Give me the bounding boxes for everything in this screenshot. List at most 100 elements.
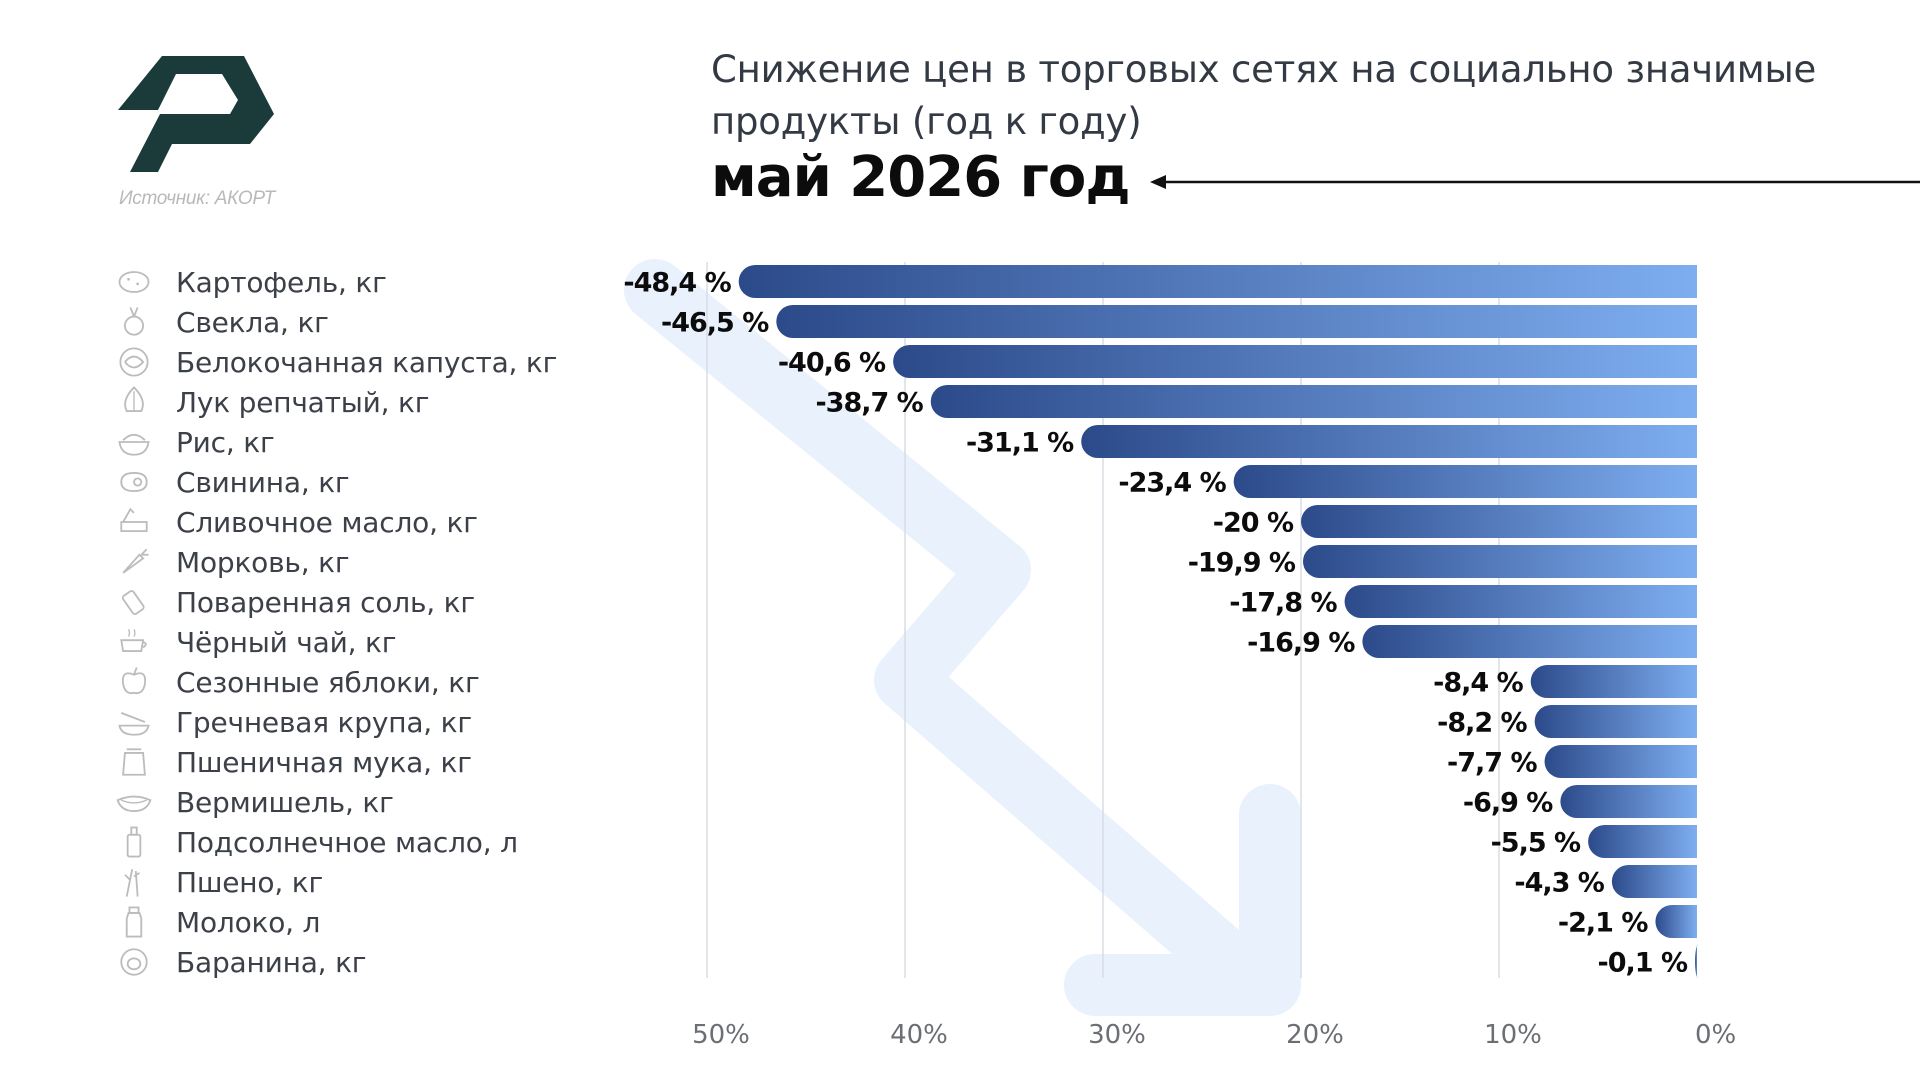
value-label: -16,9 % <box>1247 628 1355 659</box>
bar <box>1530 665 1697 698</box>
value-label: -8,2 % <box>1437 708 1527 739</box>
bar <box>1695 945 1699 978</box>
category-label: Пшено, кг <box>176 865 323 899</box>
x-tick-label: 20% <box>1286 1020 1344 1050</box>
value-label: -20 % <box>1213 508 1294 539</box>
value-label: -2,1 % <box>1558 908 1648 939</box>
value-label: -31,1 % <box>966 428 1074 459</box>
category-row: Молоко, л <box>112 902 320 942</box>
carrot-icon <box>112 542 156 582</box>
bar <box>1560 785 1697 818</box>
category-row: Подсолнечное масло, л <box>112 822 518 862</box>
category-label: Картофель, кг <box>176 265 387 299</box>
buckwheat-icon <box>112 702 156 742</box>
category-row: Гречневая крупа, кг <box>112 702 472 742</box>
category-row: Сезонные яблоки, кг <box>112 662 480 702</box>
category-row: Пшено, кг <box>112 862 323 902</box>
value-label: -7,7 % <box>1447 748 1537 779</box>
bar <box>1302 545 1697 578</box>
sheep-icon <box>112 942 156 982</box>
tea-cup-icon <box>112 622 156 662</box>
category-row: Морковь, кг <box>112 542 350 582</box>
apple-icon <box>112 662 156 702</box>
noodle-bowl-icon <box>112 782 156 822</box>
chart-title: Снижение цен в торговых сетях на социаль… <box>711 48 1817 143</box>
oil-bottle-icon <box>112 822 156 862</box>
category-row: Белокочанная капуста, кг <box>112 342 557 382</box>
bar <box>1081 425 1697 458</box>
category-row: Поваренная соль, кг <box>112 582 475 622</box>
pointer-arrow-icon <box>1150 175 1920 189</box>
category-label: Подсолнечное масло, л <box>176 825 518 859</box>
bar <box>1362 625 1697 658</box>
value-label: -40,6 % <box>778 348 886 379</box>
bar <box>1534 705 1697 738</box>
category-row: Картофель, кг <box>112 262 387 302</box>
flour-bag-icon <box>112 742 156 782</box>
x-tick-label: 30% <box>1088 1020 1146 1050</box>
category-label: Вермишель, кг <box>176 785 394 819</box>
bar <box>1611 865 1697 898</box>
category-label: Свекла, кг <box>176 305 329 339</box>
butter-icon <box>112 502 156 542</box>
bar <box>1344 585 1697 618</box>
category-label: Баранина, кг <box>176 945 367 979</box>
category-label: Пшеничная мука, кг <box>176 745 472 779</box>
meat-icon <box>112 462 156 502</box>
trend-arrow-background <box>624 259 1301 1016</box>
chart-subtitle: май 2026 год <box>711 145 1131 210</box>
bar <box>1655 905 1697 938</box>
bar <box>930 385 1697 418</box>
category-label: Рис, кг <box>176 425 275 459</box>
bar <box>1233 465 1697 498</box>
bar <box>1544 745 1697 778</box>
bar <box>1588 825 1697 858</box>
category-row: Лук репчатый, кг <box>112 382 429 422</box>
category-label: Свинина, кг <box>176 465 350 499</box>
x-tick-label: 0% <box>1695 1020 1736 1050</box>
akort-logo-icon <box>118 56 274 172</box>
category-label: Сливочное масло, кг <box>176 505 478 539</box>
category-row: Баранина, кг <box>112 942 366 982</box>
bars <box>738 265 1699 978</box>
category-label: Сезонные яблоки, кг <box>176 665 480 699</box>
category-row: Рис, кг <box>112 422 275 462</box>
bar <box>1301 505 1697 538</box>
category-label: Белокочанная капуста, кг <box>176 345 558 379</box>
category-label: Лук репчатый, кг <box>176 385 430 419</box>
category-label: Гречневая крупа, кг <box>176 705 472 739</box>
category-label: Морковь, кг <box>176 545 350 579</box>
cabbage-icon <box>112 342 156 382</box>
grid-lines <box>706 262 1500 978</box>
category-row: Чёрный чай, кг <box>112 622 396 662</box>
value-label: -46,5 % <box>661 308 769 339</box>
value-label: -4,3 % <box>1514 868 1604 899</box>
category-row: Сливочное масло, кг <box>112 502 478 542</box>
bar <box>776 305 1697 338</box>
bar <box>738 265 1697 298</box>
category-label: Молоко, л <box>176 905 321 939</box>
category-row: Свекла, кг <box>112 302 329 342</box>
rice-bowl-icon <box>112 422 156 462</box>
value-label: -6,9 % <box>1463 788 1553 819</box>
onion-icon <box>112 382 156 422</box>
category-row: Пшеничная мука, кг <box>112 742 472 782</box>
millet-icon <box>112 862 156 902</box>
category-row: Вермишель, кг <box>112 782 394 822</box>
x-tick-label: 40% <box>890 1020 948 1050</box>
value-labels: -48,4 % -46,5 % -40,6 % -38,7 % -31,1 % -23,4… <box>623 268 1689 979</box>
x-axis-ticks: 50% 40% 30% 20% 10% 0% <box>692 1020 1736 1050</box>
beet-icon <box>112 302 156 342</box>
source-note: Источник: АКОРТ <box>119 188 275 209</box>
value-label: -8,4 % <box>1433 668 1523 699</box>
milk-bottle-icon <box>112 902 156 942</box>
salt-icon <box>112 582 156 622</box>
potato-icon <box>112 262 156 302</box>
category-label: Поваренная соль, кг <box>176 585 475 619</box>
x-tick-label: 10% <box>1484 1020 1542 1050</box>
value-label: -19,9 % <box>1188 548 1296 579</box>
value-label: -48,4 % <box>623 268 731 299</box>
bar <box>893 345 1697 378</box>
